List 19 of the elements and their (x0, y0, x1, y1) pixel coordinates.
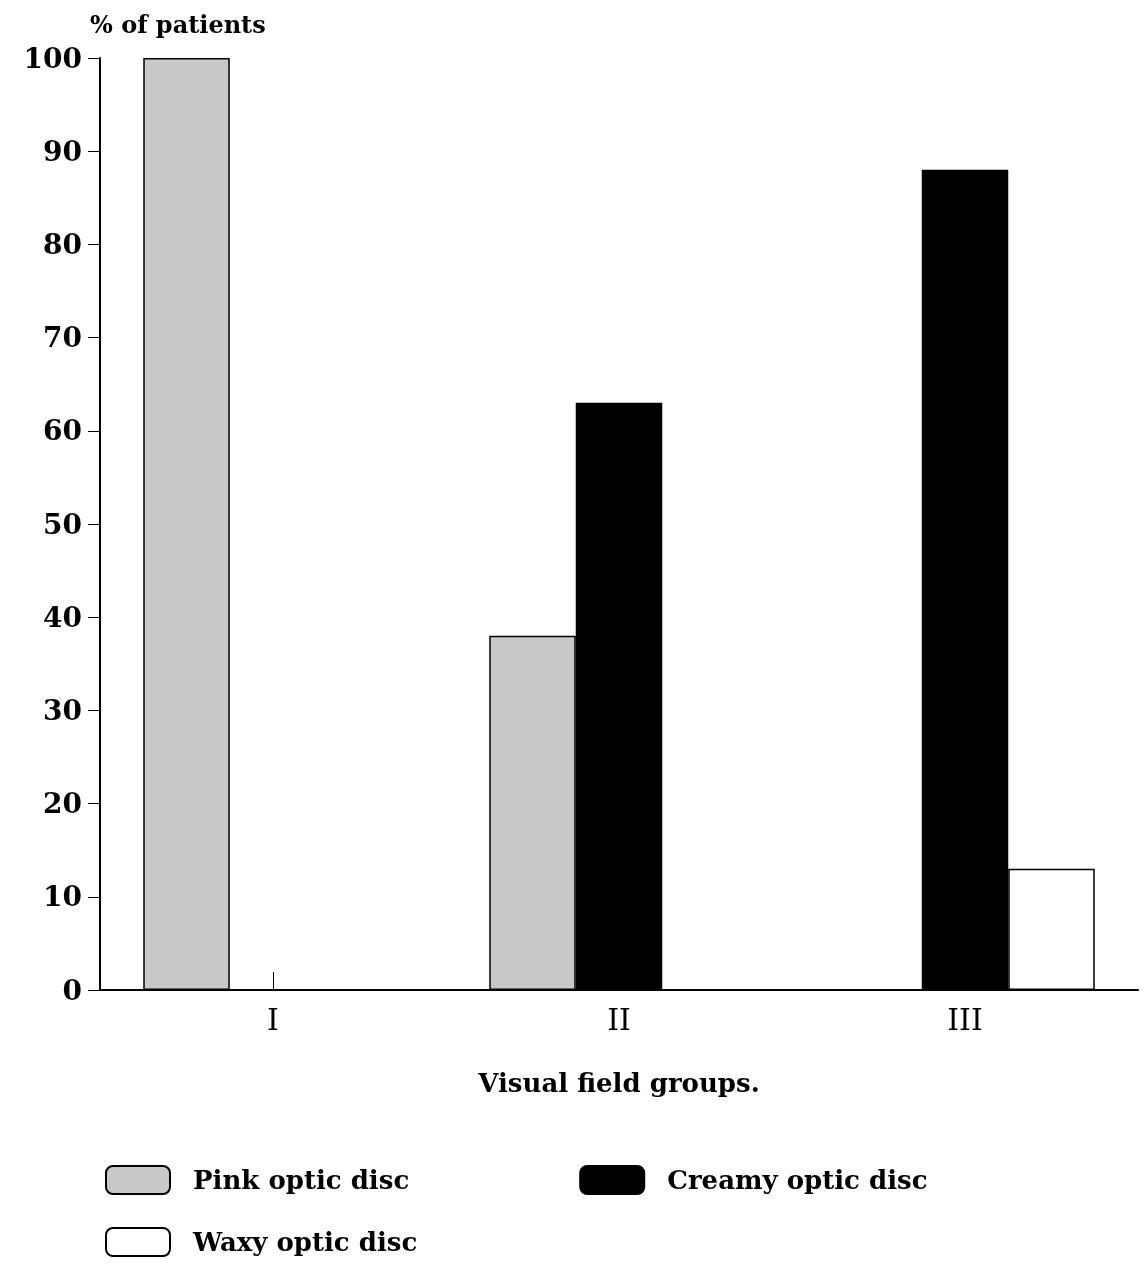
y-tick-label: 70 (43, 321, 82, 355)
y-tick-label: 30 (43, 693, 82, 727)
y-tick-label: 20 (43, 787, 82, 821)
legend-label: Pink optic disc (193, 1165, 410, 1195)
x-tick-label: I (267, 1001, 279, 1037)
y-tick-label: 50 (43, 507, 82, 541)
y-tick-label: 80 (43, 227, 82, 261)
x-axis-title: Visual field groups. (477, 1068, 760, 1098)
y-tick-label: 40 (43, 600, 82, 634)
y-tick-label: 60 (43, 414, 82, 448)
y-tick-label: 90 (43, 134, 82, 168)
y-tick-label: 0 (62, 973, 82, 1007)
legend-label: Waxy optic disc (192, 1227, 418, 1257)
x-tick-label: III (947, 1001, 983, 1037)
y-tick-label: 100 (23, 41, 82, 75)
legend-label: Creamy optic disc (667, 1165, 928, 1195)
x-tick-label: II (607, 1001, 631, 1037)
y-axis-title: % of patients (90, 9, 266, 39)
y-tick-label: 10 (43, 880, 82, 914)
